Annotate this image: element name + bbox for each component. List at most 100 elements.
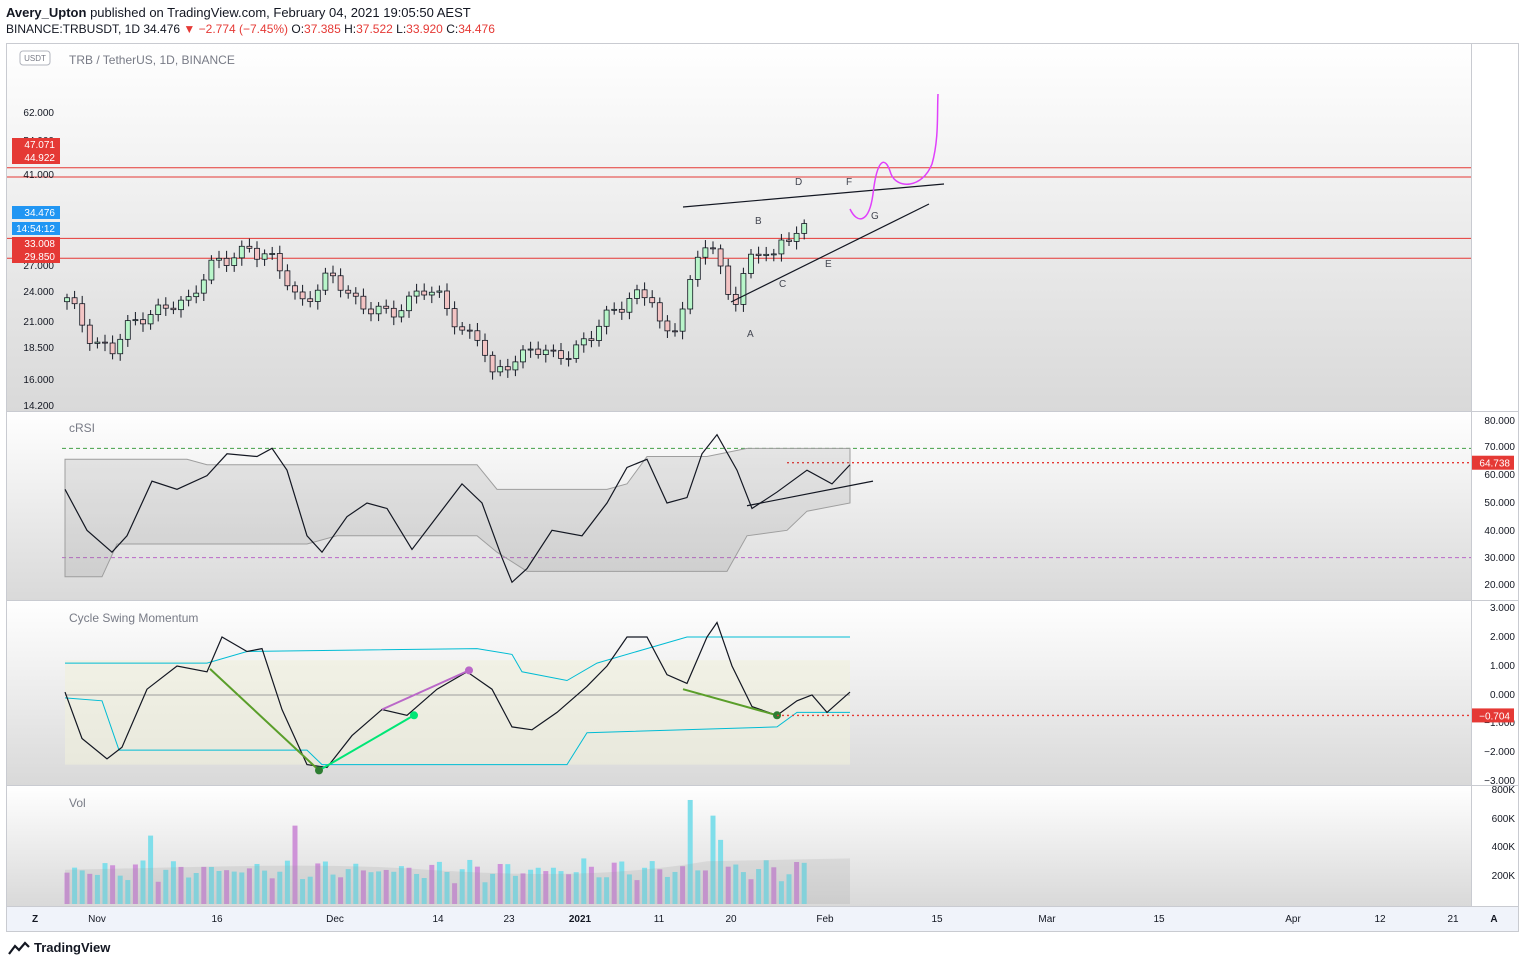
csm-y-tick: −3.000 [1484, 776, 1515, 787]
crsi-pane-bg [7, 412, 1471, 600]
volume-bar [756, 869, 762, 904]
author-name[interactable]: Avery_Upton [6, 5, 87, 20]
volume-ma [65, 858, 850, 904]
candle-bull [94, 341, 101, 344]
csm-upper-band [65, 636, 850, 682]
candle-bear [102, 341, 108, 344]
candle-bear [482, 339, 488, 356]
volume-bar [125, 880, 131, 904]
volume-bar [353, 863, 359, 904]
candle-bear [535, 348, 542, 355]
candle-bull [406, 295, 412, 312]
volume-bar [201, 866, 207, 904]
candle-bull [611, 308, 618, 311]
candle-bull [428, 291, 435, 296]
pattern-label-C: C [779, 279, 786, 290]
pattern-label-G: G [871, 211, 879, 222]
volume-bar [566, 874, 572, 904]
candle-bull [596, 325, 602, 341]
candle-bull [208, 259, 215, 281]
volume-bar [672, 871, 678, 904]
crsi-y-tick: 60.000 [1484, 470, 1515, 481]
candle-bear [292, 285, 298, 293]
volume-bar [163, 869, 169, 904]
crsi-y-tick: 40.000 [1484, 526, 1515, 537]
volume-bar [208, 866, 214, 904]
volume-bar [634, 880, 640, 904]
volume-bar [558, 871, 564, 904]
candle-bear [254, 247, 260, 260]
candle-bear [330, 272, 336, 277]
candle-bear [565, 358, 572, 360]
chart-container[interactable]: 62.00054.00041.00027.00024.00021.00018.5… [6, 43, 1519, 932]
price-tag: 47.071 [24, 140, 55, 151]
open-value: 37.385 [304, 22, 341, 36]
volume-bar [72, 867, 78, 904]
volume-bar [345, 869, 351, 904]
candle-bull [801, 223, 808, 234]
time-axis-label: 15 [1153, 914, 1165, 925]
volume-bar [763, 860, 769, 904]
csm-value-tag: −0.704 [1479, 711, 1510, 722]
candle-bull [626, 298, 633, 313]
price-tag: 14:54:12 [16, 224, 55, 235]
volume-bar [459, 869, 465, 904]
csm-y-tick: 2.000 [1490, 632, 1515, 643]
volume-bar [687, 799, 693, 904]
volume-bars [64, 799, 807, 904]
volume-bar [573, 872, 579, 904]
volume-bar [216, 870, 222, 904]
candle-bear [504, 366, 511, 371]
chart-svg[interactable]: 62.00054.00041.00027.00024.00021.00018.5… [7, 44, 1518, 931]
csm-value-tag-bg [1472, 708, 1514, 723]
published-text: published on TradingView.com, February 0… [90, 5, 471, 20]
candle-bull [261, 253, 268, 260]
time-axis-label: Feb [816, 914, 834, 925]
csm-divergence-bull-2 [682, 688, 778, 717]
candle-bull [117, 338, 124, 355]
candle-bear [466, 329, 473, 332]
pattern-label-E: E [825, 259, 832, 270]
candle-bear [299, 291, 306, 300]
csm-y-tick: −1.000 [1484, 718, 1515, 729]
time-axis-label: 2021 [569, 914, 592, 925]
csm-pivot-dot [315, 766, 323, 775]
main-y-tick: 24.000 [23, 287, 54, 298]
tradingview-logo-icon [8, 940, 30, 955]
volume-bar [406, 867, 412, 904]
volume-bar [725, 866, 731, 904]
volume-bar [733, 864, 739, 904]
csm-divergence-purple [381, 669, 470, 711]
candle-bull [702, 247, 709, 258]
volume-bar [596, 877, 602, 904]
csm-y-tick: −2.000 [1484, 747, 1515, 758]
volume-bar [79, 870, 85, 904]
candle-bull [178, 299, 184, 311]
volume-bar [702, 870, 708, 904]
candle-bear [170, 307, 177, 311]
candle-bull [694, 256, 701, 280]
volume-bar [535, 867, 541, 904]
volume-bar [110, 865, 116, 904]
volume-bar [307, 876, 313, 904]
volume-bar [117, 875, 123, 904]
time-axis-label: 11 [654, 914, 665, 925]
crsi-pane-title: cRSI [69, 421, 95, 435]
volume-bar [680, 866, 686, 904]
candle-bear [352, 292, 359, 297]
low-value: 33.920 [406, 22, 443, 36]
candle-bear [307, 298, 314, 302]
price-tag: 29.850 [24, 252, 55, 263]
candle-bear [71, 297, 78, 305]
currency-badge[interactable] [19, 50, 51, 66]
candle-bull [687, 279, 694, 310]
volume-bar [695, 870, 701, 904]
tradingview-logo[interactable]: TradingView [8, 940, 110, 955]
candle-bear [345, 289, 352, 294]
volume-bar [338, 877, 344, 904]
price-tag-bg [12, 250, 60, 263]
high-value: 37.522 [356, 22, 393, 36]
last-price: 34.476 [143, 22, 181, 36]
time-axis-label: Apr [1285, 914, 1301, 925]
candle-bear [489, 354, 496, 373]
